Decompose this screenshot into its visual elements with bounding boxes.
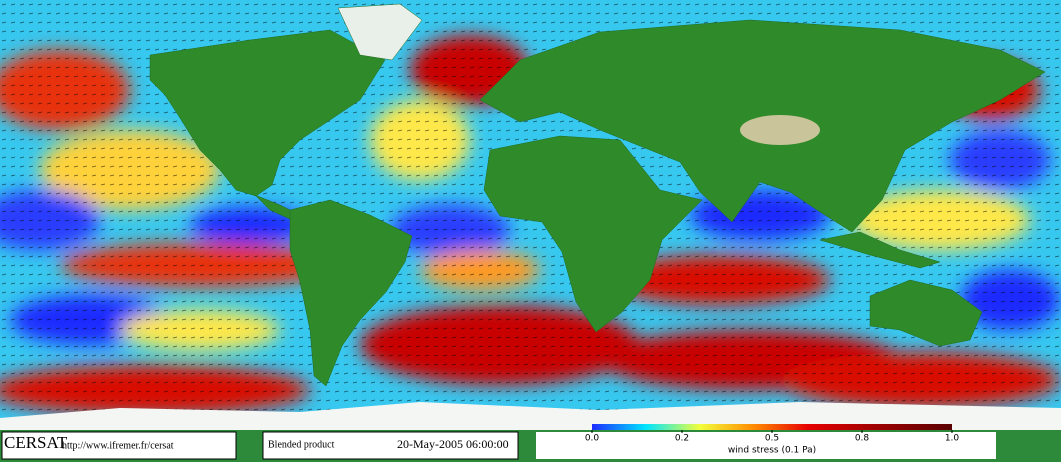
- land: [0, 3, 1061, 430]
- footer: CERSAT http://www.ifremer.fr/cersat Blen…: [0, 424, 1061, 462]
- colorbar: [592, 424, 952, 430]
- url: http://www.ifremer.fr/cersat: [62, 440, 174, 451]
- footer-box: [262, 431, 519, 460]
- colorbar-tick-label: 1.0: [945, 434, 960, 444]
- colorbar-label: wind stress (0.1 Pa): [728, 446, 816, 456]
- colorbar-tick-label: 0.5: [765, 434, 779, 444]
- logo: CERSAT: [4, 433, 68, 452]
- product: Blended product: [268, 439, 335, 450]
- colorbar-tick-label: 0.2: [675, 434, 689, 444]
- colorbar-tick-label: 0.8: [855, 434, 870, 444]
- date: 20-May-2005 06:00:00: [397, 437, 509, 451]
- colorbar-box: [536, 432, 996, 459]
- footer-box: [1, 431, 237, 460]
- colorbar-tick-label: 0.0: [585, 434, 600, 444]
